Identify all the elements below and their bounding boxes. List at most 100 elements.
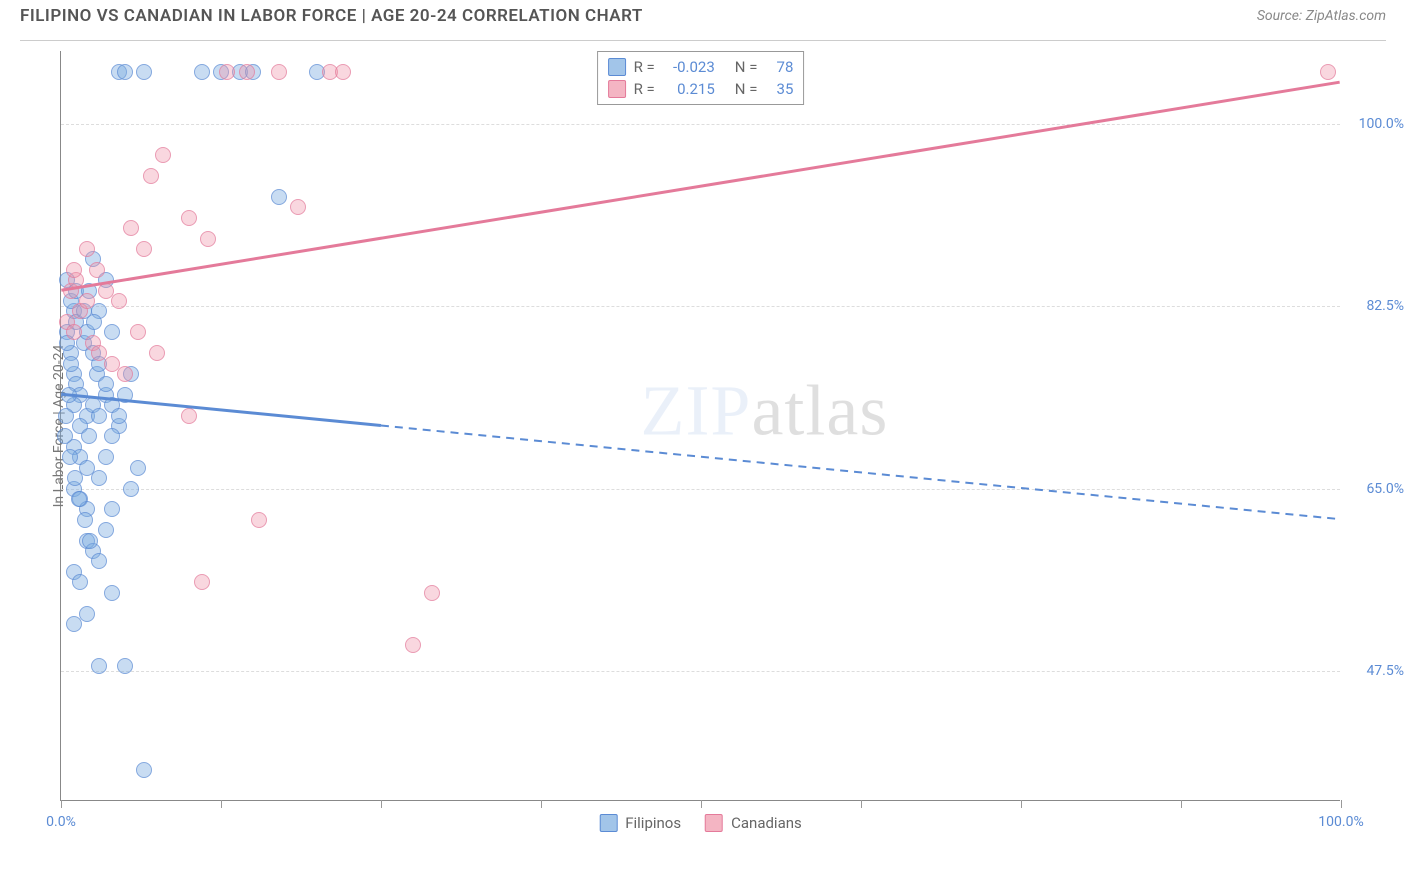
r-label: R = bbox=[634, 80, 655, 98]
x-tick bbox=[1021, 800, 1022, 808]
legend-row-filipinos: R = -0.023 N = 78 bbox=[608, 56, 794, 78]
data-point bbox=[89, 262, 105, 278]
x-tick bbox=[1181, 800, 1182, 808]
r-value: 0.215 bbox=[663, 80, 715, 98]
gridline bbox=[61, 671, 1340, 672]
x-tick bbox=[1341, 800, 1342, 808]
data-point bbox=[79, 241, 95, 257]
data-point bbox=[91, 553, 107, 569]
legend-item-canadians: Canadians bbox=[705, 814, 802, 832]
data-point bbox=[67, 470, 83, 486]
data-point bbox=[405, 637, 421, 653]
correlation-legend: R = -0.023 N = 78 R = 0.215 N = 35 bbox=[597, 51, 805, 105]
data-point bbox=[219, 64, 235, 80]
n-value: 35 bbox=[765, 80, 793, 98]
data-point bbox=[104, 501, 120, 517]
r-label: R = bbox=[634, 58, 655, 76]
data-point bbox=[98, 449, 114, 465]
data-point bbox=[194, 64, 210, 80]
legend-label: Canadians bbox=[731, 814, 802, 832]
data-point bbox=[79, 606, 95, 622]
series-legend: Filipinos Canadians bbox=[599, 814, 802, 832]
data-point bbox=[239, 64, 255, 80]
data-point bbox=[61, 387, 77, 403]
data-point bbox=[335, 64, 351, 80]
data-point bbox=[117, 658, 133, 674]
swatch-icon bbox=[608, 58, 626, 76]
data-point bbox=[57, 428, 73, 444]
data-point bbox=[66, 262, 82, 278]
data-point bbox=[98, 522, 114, 538]
data-point bbox=[271, 189, 287, 205]
x-tick-label: 0.0% bbox=[46, 814, 76, 830]
data-point bbox=[98, 376, 114, 392]
y-tick-label: 82.5% bbox=[1366, 298, 1404, 314]
data-point bbox=[82, 533, 98, 549]
data-point bbox=[200, 231, 216, 247]
data-point bbox=[424, 585, 440, 601]
swatch-icon bbox=[705, 814, 723, 832]
data-point bbox=[111, 408, 127, 424]
data-point bbox=[81, 428, 97, 444]
y-tick-label: 47.5% bbox=[1366, 663, 1404, 679]
x-tick bbox=[381, 800, 382, 808]
data-point bbox=[104, 428, 120, 444]
trend-lines bbox=[61, 51, 1340, 800]
y-tick-label: 100.0% bbox=[1359, 116, 1404, 132]
n-value: 78 bbox=[765, 58, 793, 76]
watermark: ZIPatlas bbox=[640, 369, 888, 452]
data-point bbox=[117, 366, 133, 382]
data-point bbox=[91, 658, 107, 674]
n-label: N = bbox=[735, 80, 758, 98]
plot-area: In Labor Force | Age 20-24 47.5%65.0%82.… bbox=[60, 51, 1340, 801]
data-point bbox=[251, 512, 267, 528]
x-tick bbox=[541, 800, 542, 808]
swatch-icon bbox=[608, 80, 626, 98]
gridline bbox=[61, 306, 1340, 307]
data-point bbox=[181, 408, 197, 424]
data-point bbox=[136, 241, 152, 257]
data-point bbox=[77, 512, 93, 528]
gridline bbox=[61, 489, 1340, 490]
data-point bbox=[117, 64, 133, 80]
data-point bbox=[58, 408, 74, 424]
data-point bbox=[123, 481, 139, 497]
data-point bbox=[130, 324, 146, 340]
x-tick bbox=[221, 800, 222, 808]
data-point bbox=[290, 199, 306, 215]
data-point bbox=[66, 324, 82, 340]
y-tick-label: 65.0% bbox=[1366, 481, 1404, 497]
data-point bbox=[111, 293, 127, 309]
chart-title: FILIPINO VS CANADIAN IN LABOR FORCE | AG… bbox=[20, 6, 643, 26]
data-point bbox=[143, 168, 159, 184]
data-point bbox=[104, 585, 120, 601]
data-point bbox=[71, 491, 87, 507]
legend-item-filipinos: Filipinos bbox=[599, 814, 681, 832]
data-point bbox=[155, 147, 171, 163]
data-point bbox=[104, 324, 120, 340]
x-tick bbox=[61, 800, 62, 808]
data-point bbox=[117, 387, 133, 403]
data-point bbox=[63, 356, 79, 372]
data-point bbox=[123, 220, 139, 236]
legend-row-canadians: R = 0.215 N = 35 bbox=[608, 78, 794, 100]
data-point bbox=[130, 460, 146, 476]
n-label: N = bbox=[735, 58, 758, 76]
x-tick-label: 100.0% bbox=[1318, 814, 1363, 830]
r-value: -0.023 bbox=[663, 58, 715, 76]
legend-label: Filipinos bbox=[625, 814, 681, 832]
source-attribution: Source: ZipAtlas.com bbox=[1257, 8, 1386, 24]
data-point bbox=[79, 293, 95, 309]
chart-container: In Labor Force | Age 20-24 47.5%65.0%82.… bbox=[20, 40, 1386, 852]
data-point bbox=[72, 574, 88, 590]
gridline bbox=[61, 124, 1340, 125]
data-point bbox=[194, 574, 210, 590]
data-point bbox=[136, 64, 152, 80]
data-point bbox=[62, 449, 78, 465]
data-point bbox=[1320, 64, 1336, 80]
data-point bbox=[271, 64, 287, 80]
data-point bbox=[149, 345, 165, 361]
data-point bbox=[91, 470, 107, 486]
data-point bbox=[181, 210, 197, 226]
swatch-icon bbox=[599, 814, 617, 832]
